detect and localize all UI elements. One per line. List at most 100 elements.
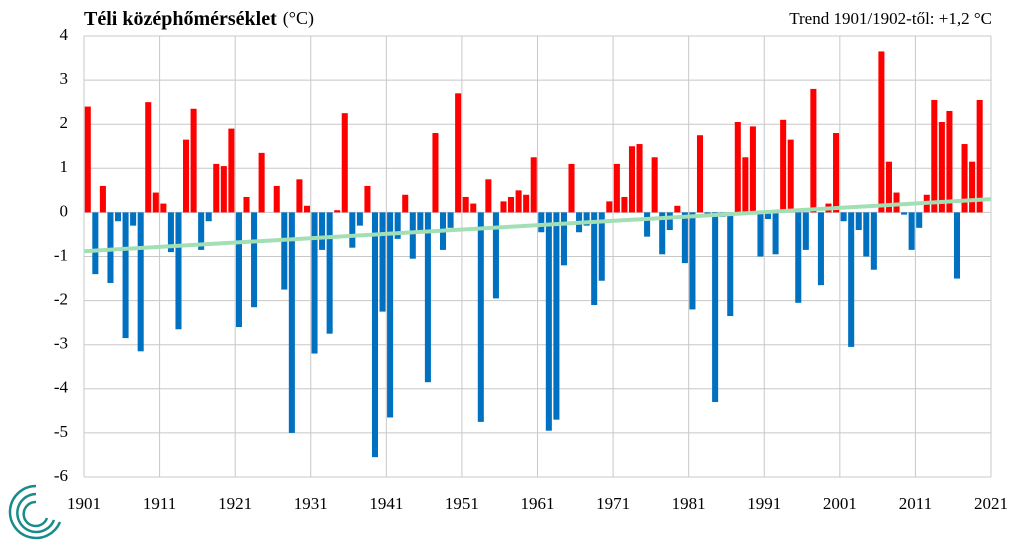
bar <box>130 212 137 226</box>
bar <box>243 196 250 213</box>
x-tick-label: 2021 <box>974 494 1008 513</box>
bar <box>137 212 144 352</box>
bar <box>772 212 779 255</box>
bar <box>583 212 590 226</box>
bar <box>409 212 416 259</box>
bar <box>530 157 537 213</box>
x-tick-label: 1951 <box>445 494 479 513</box>
bar <box>341 113 348 213</box>
bar <box>908 212 915 250</box>
bar <box>175 212 182 330</box>
bar <box>621 196 628 213</box>
bar <box>371 212 379 458</box>
bar <box>99 185 106 213</box>
bar <box>447 212 454 228</box>
bar <box>84 106 91 213</box>
bar <box>734 121 741 213</box>
y-tick-label: 2 <box>60 113 69 132</box>
bar <box>167 212 174 253</box>
bar <box>802 212 809 250</box>
bar <box>613 163 620 213</box>
x-tick-label: 1911 <box>143 494 176 513</box>
bar <box>258 152 265 213</box>
bar <box>523 194 530 213</box>
y-tick-label: -4 <box>54 378 69 397</box>
bar <box>817 212 824 286</box>
bar <box>432 133 439 213</box>
x-tick-label: 1901 <box>67 494 101 513</box>
bar <box>651 157 658 213</box>
bar <box>152 192 159 213</box>
bar <box>916 212 923 228</box>
bar <box>560 212 567 266</box>
bar <box>183 139 190 213</box>
bar <box>220 166 227 213</box>
title: Téli középhőmérséklet <box>84 8 277 30</box>
bar <box>160 203 167 213</box>
bar <box>901 212 908 215</box>
bar <box>417 212 424 233</box>
bar <box>674 205 681 213</box>
bar <box>765 212 772 220</box>
bar <box>455 93 462 213</box>
bar <box>696 135 704 213</box>
subtitle: Trend 1901/1902-től: +1,2 °C <box>789 9 992 28</box>
bar <box>863 212 870 257</box>
bar <box>961 144 968 213</box>
bar <box>379 212 386 312</box>
bar <box>855 212 862 231</box>
x-tick-label: 1971 <box>596 494 630 513</box>
bar <box>296 179 303 213</box>
x-tick-label: 1931 <box>294 494 328 513</box>
bar <box>659 212 666 255</box>
bar <box>840 212 847 222</box>
bar <box>727 212 734 317</box>
bar <box>281 212 288 290</box>
unit: (°C) <box>283 8 314 29</box>
y-tick-label: 1 <box>60 157 69 176</box>
x-tick-label: 1961 <box>521 494 555 513</box>
x-tick-label: 2011 <box>899 494 932 513</box>
bar <box>780 119 787 213</box>
bar <box>757 212 764 257</box>
bar <box>515 190 522 213</box>
x-tick-label: 1921 <box>218 494 252 513</box>
bar <box>251 212 258 308</box>
bar <box>288 212 295 433</box>
bar <box>787 139 794 213</box>
bar <box>92 212 99 275</box>
bar <box>712 212 719 403</box>
bar <box>644 212 651 237</box>
bar <box>500 201 507 213</box>
y-tick-label: -3 <box>54 334 68 353</box>
bar <box>485 179 492 213</box>
bar <box>462 196 469 213</box>
bar <box>606 201 613 213</box>
bar <box>424 212 431 383</box>
bar <box>334 210 341 213</box>
bar <box>190 108 197 213</box>
bar <box>538 212 545 233</box>
bar <box>591 212 598 306</box>
bar <box>311 212 318 354</box>
bar <box>885 161 892 213</box>
bar <box>878 51 885 213</box>
bar <box>319 212 326 250</box>
bar <box>969 161 976 213</box>
chart-title: Téli középhőmérséklet (°C) <box>84 8 314 30</box>
bar <box>795 212 802 303</box>
bar <box>636 144 643 213</box>
y-tick-label: 3 <box>60 69 69 88</box>
y-tick-label: -5 <box>54 422 68 441</box>
bar <box>114 212 122 222</box>
bar <box>387 212 394 418</box>
bar <box>976 99 983 213</box>
bar <box>492 212 499 299</box>
bar <box>946 110 953 213</box>
bar <box>742 157 749 213</box>
bar <box>235 212 242 328</box>
bar <box>326 212 333 334</box>
bar <box>477 212 484 422</box>
x-tick-label: 1981 <box>672 494 706 513</box>
